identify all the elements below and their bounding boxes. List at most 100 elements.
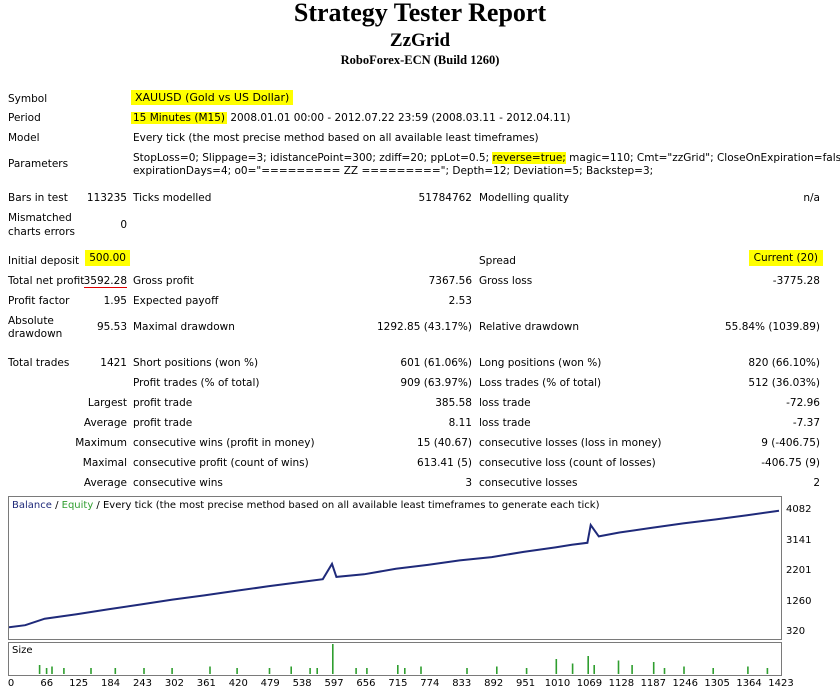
size-bar [617,660,620,674]
size-bar [51,666,53,674]
period-value: 15 Minutes (M15) 2008.01.01 00:00 - 2012… [131,111,570,125]
short-positions-value: 601 (61.06%) [400,357,472,369]
quality-label: Modelling quality [479,192,569,204]
size-bar [420,666,422,674]
parameters-line-1: StopLoss=0; Slippage=3; idistancePoint=3… [133,151,840,165]
size-bar [593,665,595,674]
profit-factor-value: 1.95 [103,295,127,307]
parameters-label: Parameters [8,158,69,170]
x-tick-label: 656 [356,678,376,689]
x-tick-label: 715 [388,678,408,689]
symbol-value: XAUUSD (Gold vs US Dollar) [131,90,294,105]
model-value: Every tick (the most precise method base… [133,132,539,144]
size-bar [90,668,92,674]
x-tick-label: 951 [516,678,536,689]
size-bar [355,668,357,674]
x-tick-label: 1187 [640,678,667,689]
average-consecutive-losses-label: consecutive losses [479,477,578,489]
ticks-value: 51784762 [418,192,472,204]
y-tick-label: 3141 [786,534,812,546]
size-bar [587,656,589,674]
largest-loss-label: loss trade [479,397,531,409]
maximal-consecutive-loss-label: consecutive loss (count of losses) [479,457,656,469]
x-tick-label: 243 [132,678,153,689]
size-bar [747,666,749,674]
largest-profit-value: 385.58 [435,397,472,409]
average-consecutive-wins-value: 3 [465,477,472,489]
expected-payoff-label: Expected payoff [133,295,219,307]
x-tick-label: 1010 [544,678,571,689]
maximal-consecutive-profit-label: consecutive profit (count of wins) [133,457,309,469]
average-consecutive-losses-value: 2 [813,477,820,489]
max-consecutive-wins-value: 15 (40.67) [417,437,472,449]
x-tick-label: 597 [324,678,344,689]
parameters-part-2: magic=110; Cmt="zzGrid"; CloseOnExpirati… [565,152,840,164]
size-chart [8,642,782,676]
legend-sep: / [51,500,62,511]
max-drawdown-label: Maximal drawdown [133,321,235,333]
size-bar [631,665,633,674]
size-bar [712,668,714,674]
x-tick-label: 833 [452,678,472,689]
largest-profit-label: profit trade [133,397,193,409]
average-loss-value: -7.37 [792,417,820,429]
mismatch-label-1: Mismatched [8,212,72,224]
max-consecutive-wins-label: consecutive wins (profit in money) [133,437,315,449]
largest-loss-value: -72.96 [786,397,820,409]
ticks-label: Ticks modelled [133,192,212,204]
bars-label: Bars in test [8,192,68,204]
average-consecutive-label: Average [83,477,127,489]
spread-label: Spread [479,255,516,267]
size-bar [404,668,406,674]
max-consecutive-losses-label: consecutive losses (loss in money) [479,437,662,449]
abs-drawdown-label-2: drawdown [8,328,63,340]
period-range: 2008.01.01 00:00 - 2012.07.22 23:59 (200… [226,112,571,124]
gross-profit-value: 7367.56 [428,275,472,287]
spread-value: Current (20) [720,250,823,266]
net-profit-underlined: 3592.28 [83,275,127,288]
max-consecutive-losses-value: 9 (-406.75) [761,437,820,449]
average-profit-value: 8.11 [448,417,472,429]
x-tick-label: 125 [69,678,89,689]
maximum-label: Maximum [75,437,127,449]
size-bar [63,668,65,674]
y-tick-label: 1260 [786,595,812,607]
x-tick-label: 1305 [704,678,730,689]
expected-payoff-value: 2.53 [448,295,472,307]
y-tick-label: 320 [786,626,806,637]
balance-chart-svg [8,509,780,629]
size-bar [525,668,528,674]
net-profit-value: 3592.28 [70,274,127,288]
mismatch-label-2: charts errors [8,226,75,238]
size-bar [766,668,769,674]
series-line-balance [8,509,780,629]
size-bar [366,668,368,674]
size-bar [268,668,271,674]
size-bar [466,668,468,674]
server-build: RoboForex-ECN (Build 1260) [340,53,500,67]
parameters-line-2: expirationDays=4; o0="========= ZZ =====… [133,165,654,177]
x-tick-label: 538 [292,678,312,689]
legend-description: / Every tick (the most precise method ba… [93,500,600,511]
largest-label: Largest [87,397,127,409]
x-tick-label: 302 [164,678,184,689]
symbol-label: Symbol [8,93,48,105]
abs-drawdown-value: 95.53 [96,321,127,333]
profit-trades-label: Profit trades (% of total) [133,377,260,389]
initial-deposit-value: 500.00 [70,250,130,266]
parameters-part-1: StopLoss=0; Slippage=3; idistancePoint=3… [133,152,493,164]
x-tick-label: 1364 [736,678,762,689]
x-tick-label: 420 [228,678,248,689]
rel-drawdown-label: Relative drawdown [479,321,580,333]
long-positions-label: Long positions (won %) [479,357,602,369]
abs-drawdown-label-1: Absolute [8,315,54,327]
size-bar [332,644,334,674]
report-title: Strategy Tester Report [293,0,547,27]
size-bar [316,668,318,674]
size-bar [236,668,238,674]
legend-balance: Balance [12,500,52,511]
average-loss-label: loss trade [479,417,531,429]
x-tick-label: 1128 [608,678,635,689]
average-consecutive-wins-label: consecutive wins [133,477,223,489]
size-bar [38,665,41,674]
